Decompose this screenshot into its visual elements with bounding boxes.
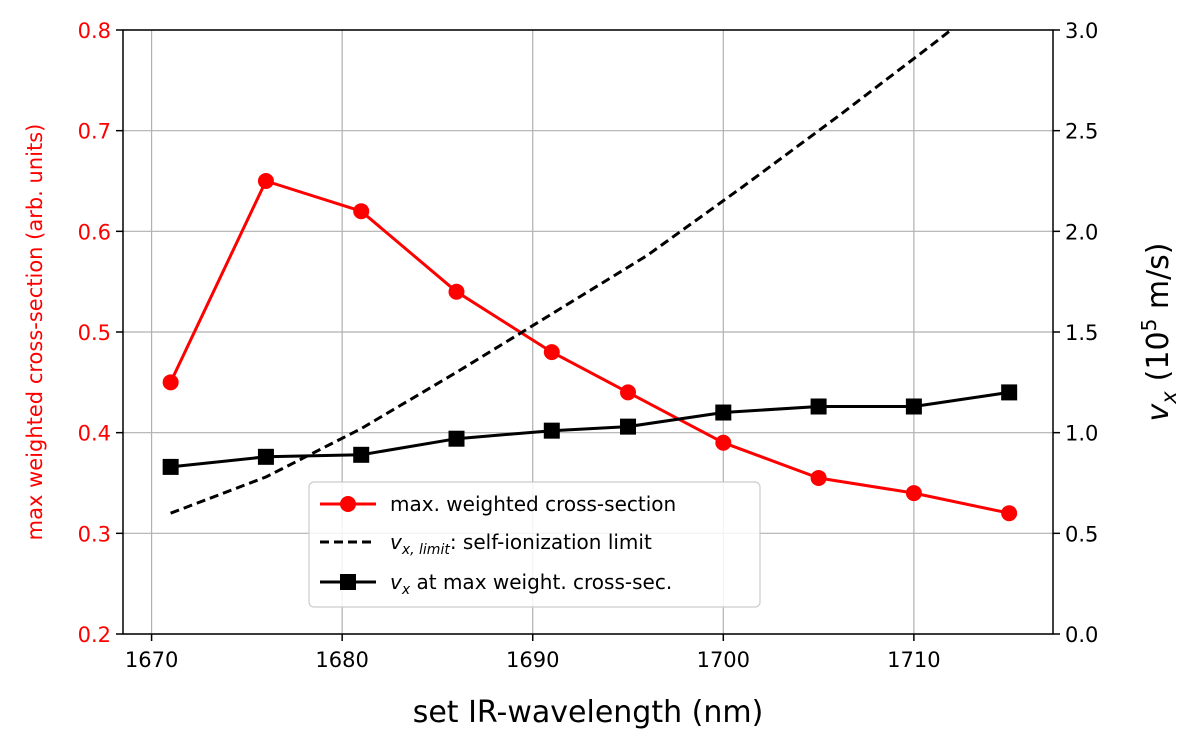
series-2-point — [543, 422, 560, 439]
legend-vx-rest: at max weight. cross-sec. — [410, 570, 672, 594]
series-2-point — [448, 430, 465, 447]
y-left-tick-label: 0.7 — [78, 120, 111, 144]
legend-label-cross-section: max. weighted cross-section — [390, 492, 676, 516]
y-right-tick-label: 1.0 — [1065, 422, 1098, 446]
y-right-tick-label: 2.0 — [1065, 220, 1098, 244]
y-left-tick-label: 0.5 — [78, 321, 111, 345]
y-right-tick-label: 1.5 — [1065, 321, 1098, 345]
y-right-tick-label: 3.0 — [1065, 19, 1098, 43]
series-line-1 — [170, 30, 954, 515]
y-right-label-open: (10 — [1141, 331, 1176, 381]
series-2-point — [810, 398, 827, 415]
y-axis-right-label: vx (105 m/s) — [1137, 242, 1181, 421]
series-0-point — [620, 384, 637, 401]
series-0-point — [257, 173, 274, 189]
y-left-tick-label: 0.2 — [78, 623, 111, 647]
x-tick-label: 1710 — [887, 648, 940, 672]
legend-vx-v: v — [390, 570, 403, 594]
series-layer — [162, 30, 1018, 522]
x-tick-label: 1670 — [125, 648, 178, 672]
legend-vx-sub: x — [401, 582, 411, 598]
series-0-point — [353, 203, 370, 220]
series-0-point — [543, 344, 560, 361]
series-line-0 — [169, 179, 1010, 515]
y-left-tick-label: 0.3 — [78, 522, 111, 546]
series-2-point — [1001, 384, 1018, 401]
y-right-tick-label: 0.5 — [1065, 522, 1098, 546]
series-0-point — [1001, 505, 1018, 522]
series-2-point — [905, 398, 922, 415]
series-2-point — [353, 446, 370, 463]
y-left-tick-label: 0.6 — [78, 220, 111, 244]
y-right-label-sub: x — [1157, 391, 1181, 405]
series-2-point — [620, 418, 637, 435]
legend-label-limit: vx, limit: self-ionization limit — [390, 530, 652, 558]
y-right-label-v: v — [1141, 403, 1176, 422]
x-tick-label: 1680 — [315, 648, 368, 672]
series-0-point — [715, 434, 732, 451]
legend-limit-sub: x, limit — [401, 542, 450, 558]
series-0-point — [905, 485, 922, 502]
series-2-point — [715, 404, 732, 421]
x-axis-label: set IR-wavelength (nm) — [413, 695, 764, 730]
legend-label-vx: vx at max weight. cross-sec. — [390, 570, 672, 598]
y-left-tick-label: 0.4 — [78, 422, 111, 446]
legend-box — [308, 481, 761, 608]
series-0-point — [810, 469, 827, 486]
legend-marker-square — [340, 574, 356, 590]
y-right-label-exp: 5 — [1137, 319, 1161, 332]
legend-marker-circle — [340, 496, 356, 512]
y-right-label-unit: m/s) — [1141, 242, 1176, 318]
ticks: 1670 1680 1690 1700 1710 0.2 0.3 0.4 0.5 0.6 0.7 0.… — [78, 19, 1099, 672]
legend: max. weighted cross-section vx, limit: s… — [308, 481, 761, 608]
x-tick-label: 1700 — [697, 648, 750, 672]
y-right-tick-label: 2.5 — [1065, 120, 1098, 144]
x-tick-label: 1690 — [506, 648, 559, 672]
series-2-point — [162, 458, 179, 475]
series-0-point — [162, 374, 179, 391]
series-2-point — [257, 448, 274, 465]
legend-limit-v: v — [390, 530, 403, 554]
legend-limit-rest: : self-ionization limit — [450, 530, 652, 554]
y-axis-left-label: max weighted cross-section (arb. units) — [23, 124, 47, 541]
series-0-point — [448, 283, 465, 300]
y-left-tick-label: 0.8 — [78, 19, 111, 43]
y-right-tick-label: 0.0 — [1065, 623, 1098, 647]
series-line-2 — [170, 390, 1010, 469]
